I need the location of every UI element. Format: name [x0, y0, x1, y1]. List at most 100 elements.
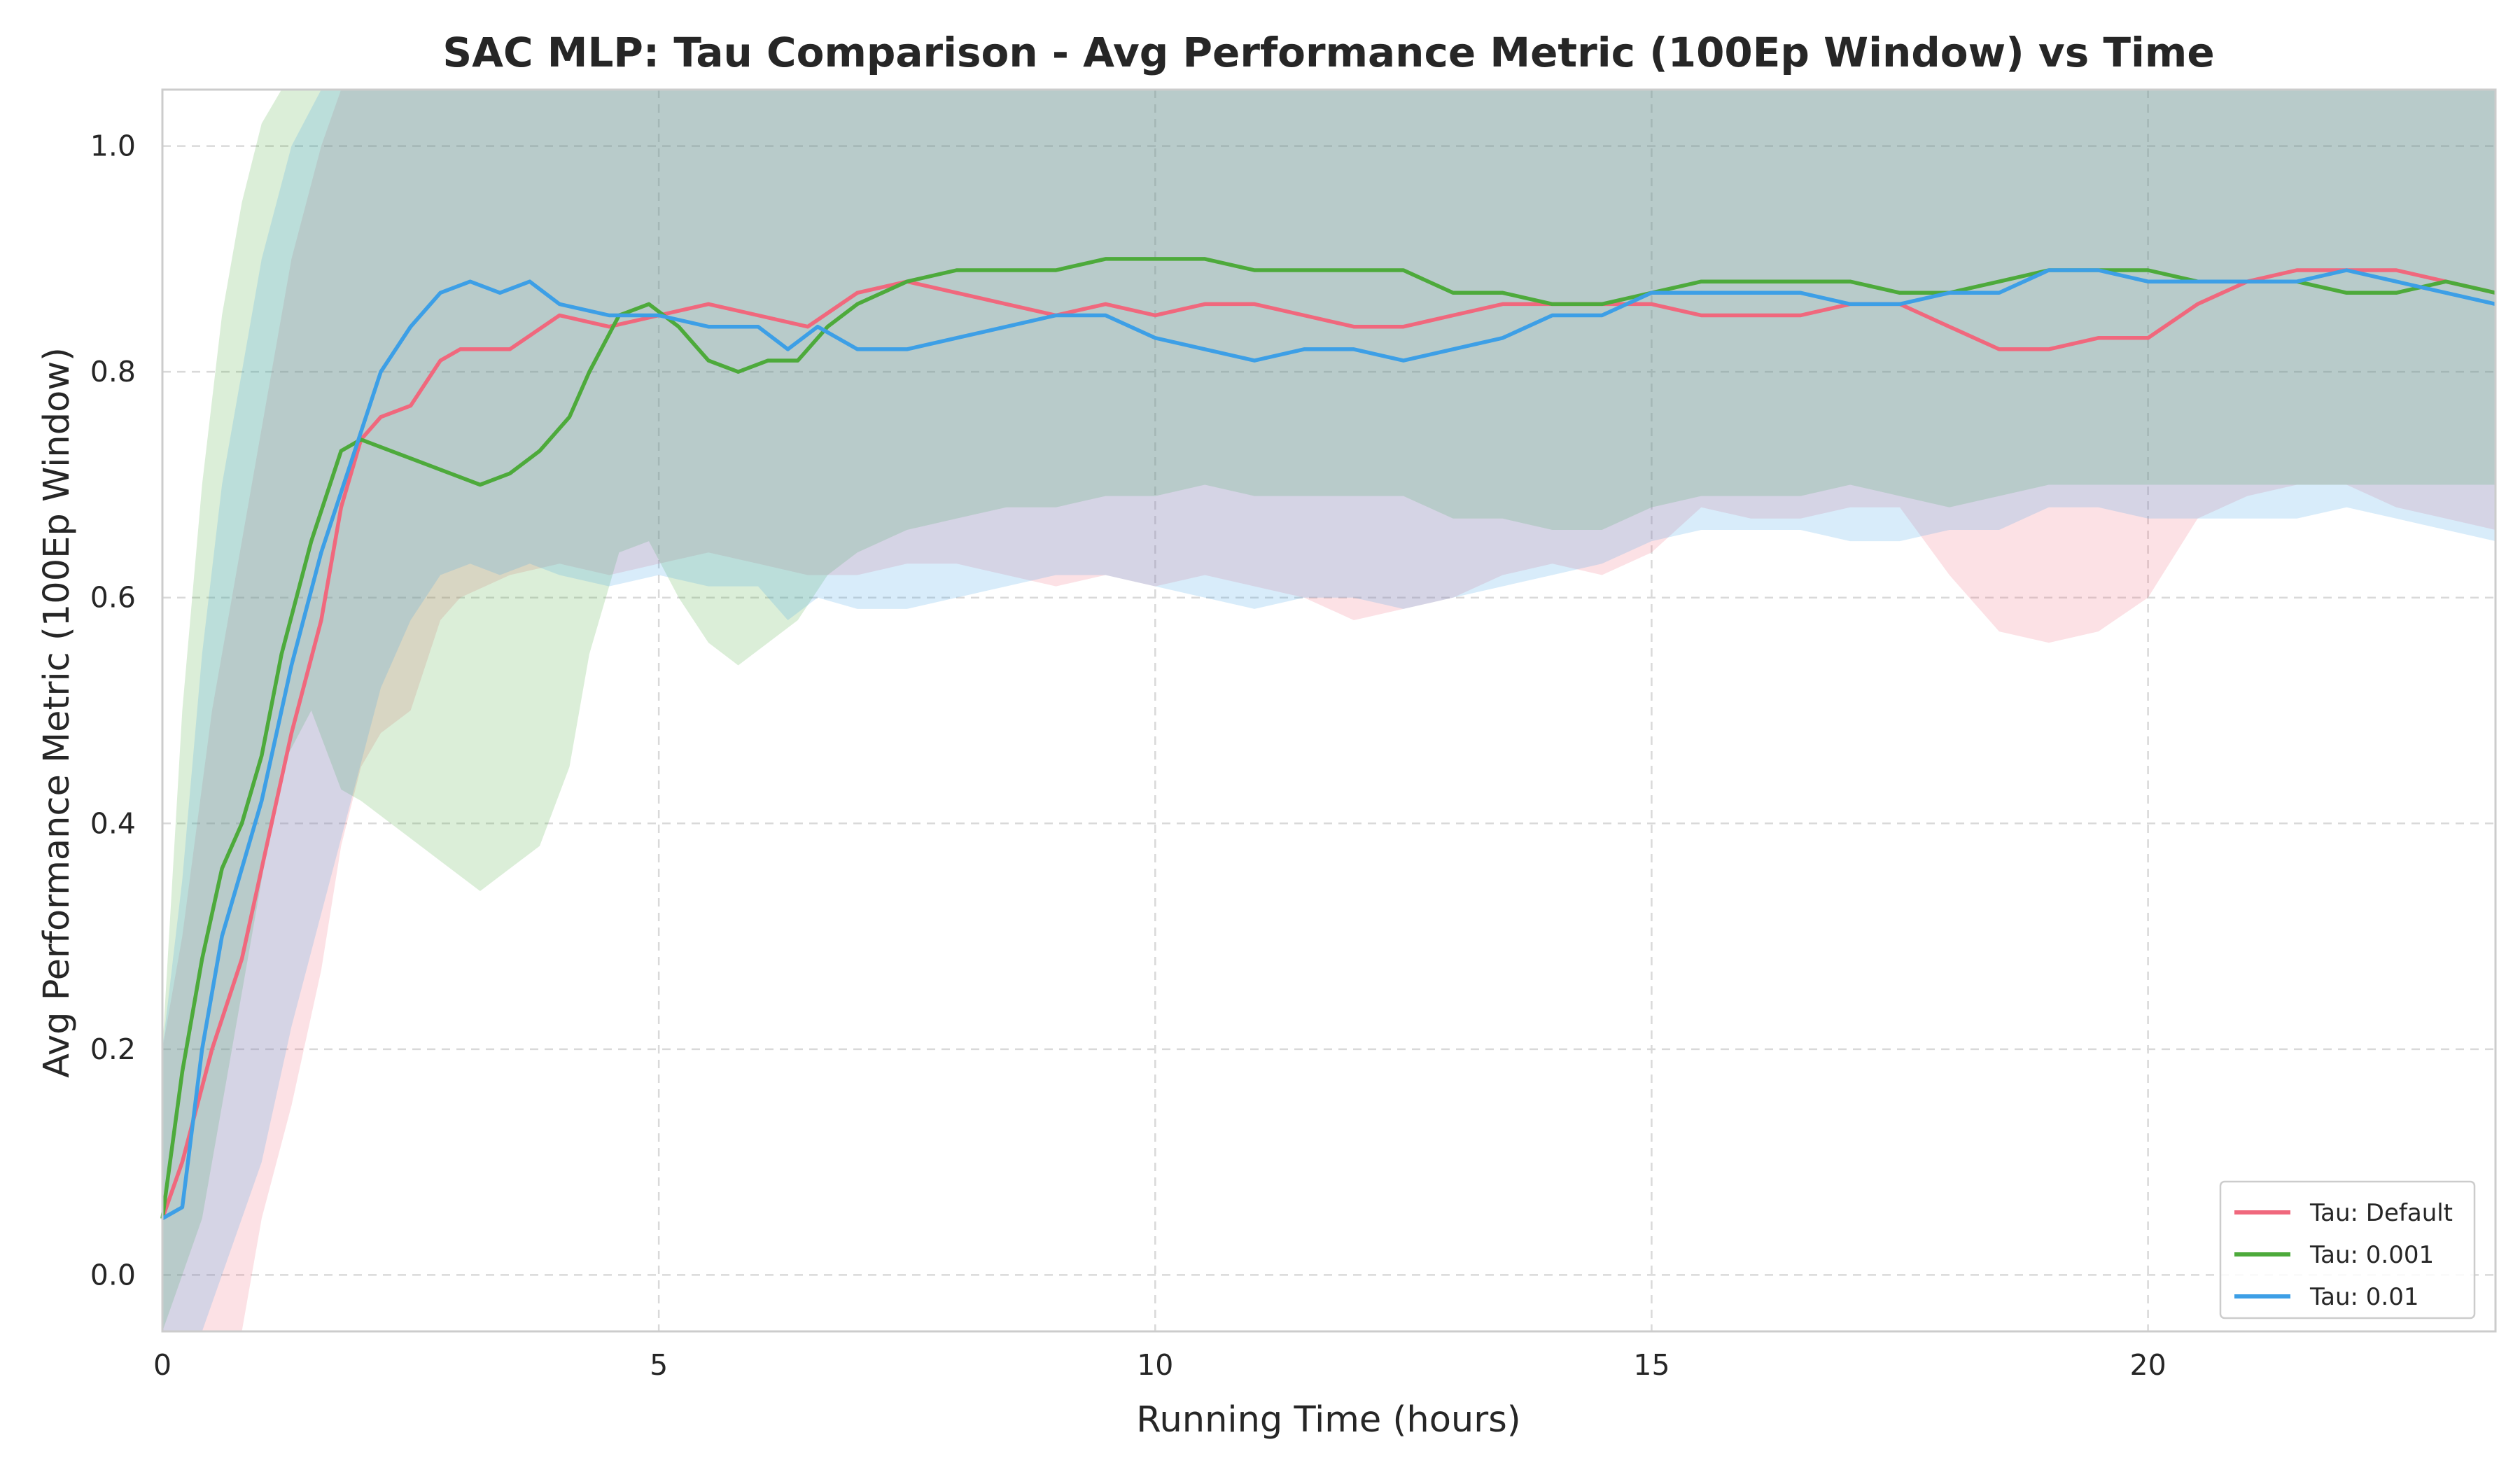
data-point: [2395, 269, 2398, 272]
plot-frame: [161, 88, 2497, 1333]
data-point: [379, 416, 382, 419]
data-point: [1352, 348, 1355, 351]
data-point: [678, 326, 680, 328]
data-point: [1998, 348, 2001, 351]
data-point: [757, 326, 760, 328]
data-point: [260, 867, 263, 870]
x-tick-label: 5: [650, 1348, 668, 1382]
data-point: [2295, 280, 2298, 283]
data-point: [568, 416, 570, 419]
data-point: [657, 314, 660, 316]
data-point: [1104, 258, 1107, 260]
data-point: [1203, 302, 1206, 305]
data-point: [181, 1070, 183, 1073]
data-point: [320, 551, 323, 554]
data-point: [2444, 280, 2447, 283]
data-point: [1452, 291, 1455, 294]
legend: Tau: Default Tau: 0.001 Tau: 0.01: [2219, 1180, 2476, 1320]
data-point: [856, 291, 859, 294]
data-point: [1253, 302, 1256, 305]
data-point: [2097, 269, 2100, 272]
x-axis-label: Running Time (hours): [1136, 1399, 1520, 1441]
data-point: [1551, 314, 1554, 316]
data-point: [737, 370, 740, 373]
data-point: [1104, 302, 1107, 305]
data-point: [1998, 291, 2001, 294]
data-point: [856, 348, 859, 351]
data-point: [2444, 291, 2447, 294]
data-point: [856, 302, 859, 305]
legend-label: Tau: 0.001: [2309, 1241, 2434, 1269]
data-point: [1352, 326, 1355, 328]
data-point: [558, 302, 561, 305]
data-point: [241, 822, 243, 825]
data-point: [766, 359, 769, 362]
data-point: [2047, 348, 2050, 351]
data-point: [410, 326, 412, 328]
data-point: [757, 314, 760, 316]
data-point: [2197, 302, 2199, 305]
data-point: [1551, 302, 1554, 305]
data-point: [1849, 302, 1851, 305]
legend-label: Tau: 0.01: [2309, 1283, 2419, 1311]
data-point: [1104, 314, 1107, 316]
data-point: [1700, 314, 1702, 316]
data-point: [955, 337, 958, 340]
data-point: [816, 326, 819, 328]
series-band: [162, 90, 2496, 1331]
data-point: [498, 291, 501, 294]
data-point: [1154, 258, 1156, 260]
data-point: [508, 472, 511, 475]
series-line: [161, 268, 2496, 1221]
data-point: [201, 958, 204, 960]
data-point: [1055, 314, 1057, 316]
x-tick-label: 20: [2130, 1348, 2166, 1382]
data-point: [1402, 359, 1405, 362]
data-point: [2295, 269, 2298, 272]
data-point: [2147, 337, 2150, 340]
data-point: [1502, 337, 1504, 340]
data-point: [906, 280, 909, 283]
data-point: [1998, 280, 2001, 283]
data-point: [1650, 291, 1653, 294]
data-point: [707, 302, 710, 305]
data-point: [608, 314, 610, 316]
data-point: [1402, 326, 1405, 328]
x-tick-label: 0: [153, 1348, 172, 1382]
data-point: [1005, 326, 1008, 328]
data-point: [2395, 291, 2398, 294]
data-point: [2197, 280, 2199, 283]
y-tick-label: 0.4: [90, 806, 136, 840]
data-point: [1005, 302, 1008, 305]
data-point: [787, 348, 789, 351]
y-tick-label: 0.6: [90, 581, 136, 615]
data-point: [449, 472, 451, 475]
data-point: [1253, 269, 1256, 272]
data-point: [439, 359, 442, 362]
data-point: [1203, 348, 1206, 351]
data-point: [290, 732, 293, 734]
data-point: [201, 1048, 204, 1051]
data-point: [1352, 269, 1355, 272]
data-point: [1452, 314, 1455, 316]
data-point: [1948, 291, 1951, 294]
data-point: [1601, 314, 1603, 316]
data-point: [260, 799, 263, 802]
data-point: [608, 326, 610, 328]
data-point: [350, 461, 352, 463]
data-point: [410, 405, 412, 407]
data-point: [181, 1161, 183, 1163]
y-tick-label: 0.8: [90, 355, 136, 388]
data-point: [211, 1048, 214, 1051]
series-line: [160, 268, 2496, 1219]
data-point: [1948, 326, 1951, 328]
data-point: [2395, 280, 2398, 283]
data-point: [1055, 269, 1057, 272]
data-point: [508, 348, 511, 351]
data-point: [1452, 348, 1455, 351]
data-point: [340, 506, 342, 509]
data-point: [2345, 269, 2348, 272]
data-point: [479, 484, 482, 486]
